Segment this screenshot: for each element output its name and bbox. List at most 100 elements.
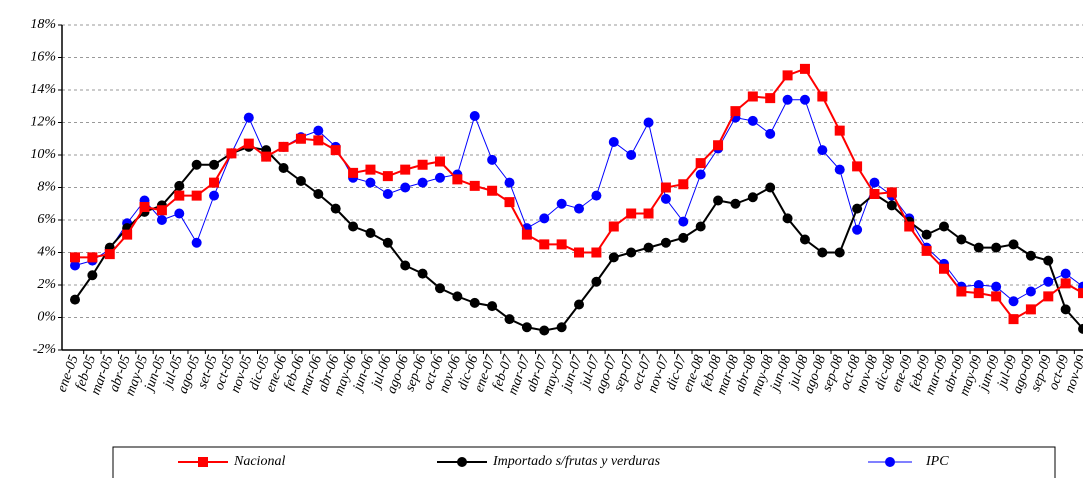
marker: [1043, 291, 1054, 302]
marker: [643, 208, 654, 219]
marker: [678, 179, 689, 190]
marker: [1025, 286, 1036, 297]
marker: [209, 177, 220, 188]
marker: [504, 197, 515, 208]
marker: [1008, 296, 1019, 307]
marker: [921, 229, 932, 240]
marker: [574, 203, 585, 214]
marker: [852, 203, 863, 214]
marker: [834, 125, 845, 136]
marker: [191, 190, 202, 201]
legend-marker: [457, 457, 467, 467]
marker: [209, 190, 220, 201]
marker: [434, 156, 445, 167]
series-line: [75, 67, 1083, 321]
marker: [1008, 239, 1019, 250]
marker: [869, 189, 880, 199]
marker: [330, 145, 341, 156]
marker: [382, 189, 393, 199]
y-tick-label: 6%: [37, 212, 56, 227]
marker: [1078, 288, 1083, 299]
marker: [765, 182, 776, 193]
marker: [1078, 323, 1083, 334]
marker: [956, 234, 967, 245]
marker: [852, 224, 863, 235]
marker: [782, 94, 793, 105]
marker: [504, 177, 515, 188]
series-line: [74, 99, 1083, 302]
marker: [730, 198, 741, 209]
marker: [695, 158, 706, 169]
marker: [817, 91, 828, 102]
marker: [278, 141, 289, 152]
marker: [713, 140, 724, 151]
y-tick-label: 8%: [37, 180, 56, 195]
marker: [591, 276, 602, 287]
marker: [626, 150, 637, 160]
series: [70, 63, 1083, 325]
marker: [1025, 250, 1036, 261]
legend-label: IPC: [925, 454, 949, 469]
marker: [191, 159, 202, 170]
marker: [678, 216, 689, 227]
marker: [939, 221, 949, 232]
marker: [539, 239, 550, 250]
marker: [452, 174, 463, 185]
marker: [539, 325, 550, 336]
marker: [869, 177, 880, 188]
marker: [626, 208, 637, 219]
marker: [799, 63, 810, 74]
marker: [695, 169, 706, 180]
y-tick-label: -2%: [33, 342, 56, 357]
marker: [817, 145, 828, 156]
marker: [139, 202, 150, 212]
marker: [973, 280, 984, 290]
marker: [660, 182, 671, 193]
marker: [521, 322, 532, 333]
marker: [991, 281, 1002, 292]
marker: [852, 161, 863, 172]
marker: [713, 195, 724, 206]
marker: [591, 247, 602, 258]
marker: [747, 115, 758, 126]
marker: [382, 171, 393, 182]
marker: [469, 180, 480, 191]
y-tick-label: 12%: [30, 115, 56, 130]
marker: [452, 291, 463, 302]
marker: [608, 252, 619, 263]
marker: [904, 221, 915, 232]
marker: [70, 252, 80, 263]
marker: [400, 260, 411, 271]
series: [70, 94, 1083, 307]
marker: [1060, 268, 1071, 279]
marker: [939, 263, 949, 274]
marker: [313, 189, 324, 199]
marker: [487, 301, 498, 312]
marker: [295, 133, 306, 144]
marker: [747, 192, 758, 203]
marker: [1060, 304, 1071, 315]
marker: [122, 229, 133, 240]
marker: [70, 294, 80, 305]
marker: [1043, 276, 1054, 287]
marker: [574, 247, 585, 258]
marker: [417, 268, 428, 279]
marker: [104, 249, 115, 260]
marker: [295, 176, 306, 186]
marker: [747, 91, 758, 102]
marker: [174, 190, 185, 201]
marker: [87, 270, 98, 281]
marker: [365, 164, 376, 175]
marker: [626, 247, 637, 258]
marker: [174, 208, 185, 219]
marker: [434, 283, 445, 294]
marker: [156, 205, 167, 216]
marker: [921, 245, 932, 256]
legend-marker: [198, 457, 208, 467]
y-tick-label: 4%: [37, 245, 56, 260]
marker: [191, 237, 202, 248]
y-tick-label: 0%: [37, 310, 56, 325]
marker: [765, 128, 776, 139]
marker: [1025, 304, 1036, 315]
marker: [956, 286, 967, 297]
